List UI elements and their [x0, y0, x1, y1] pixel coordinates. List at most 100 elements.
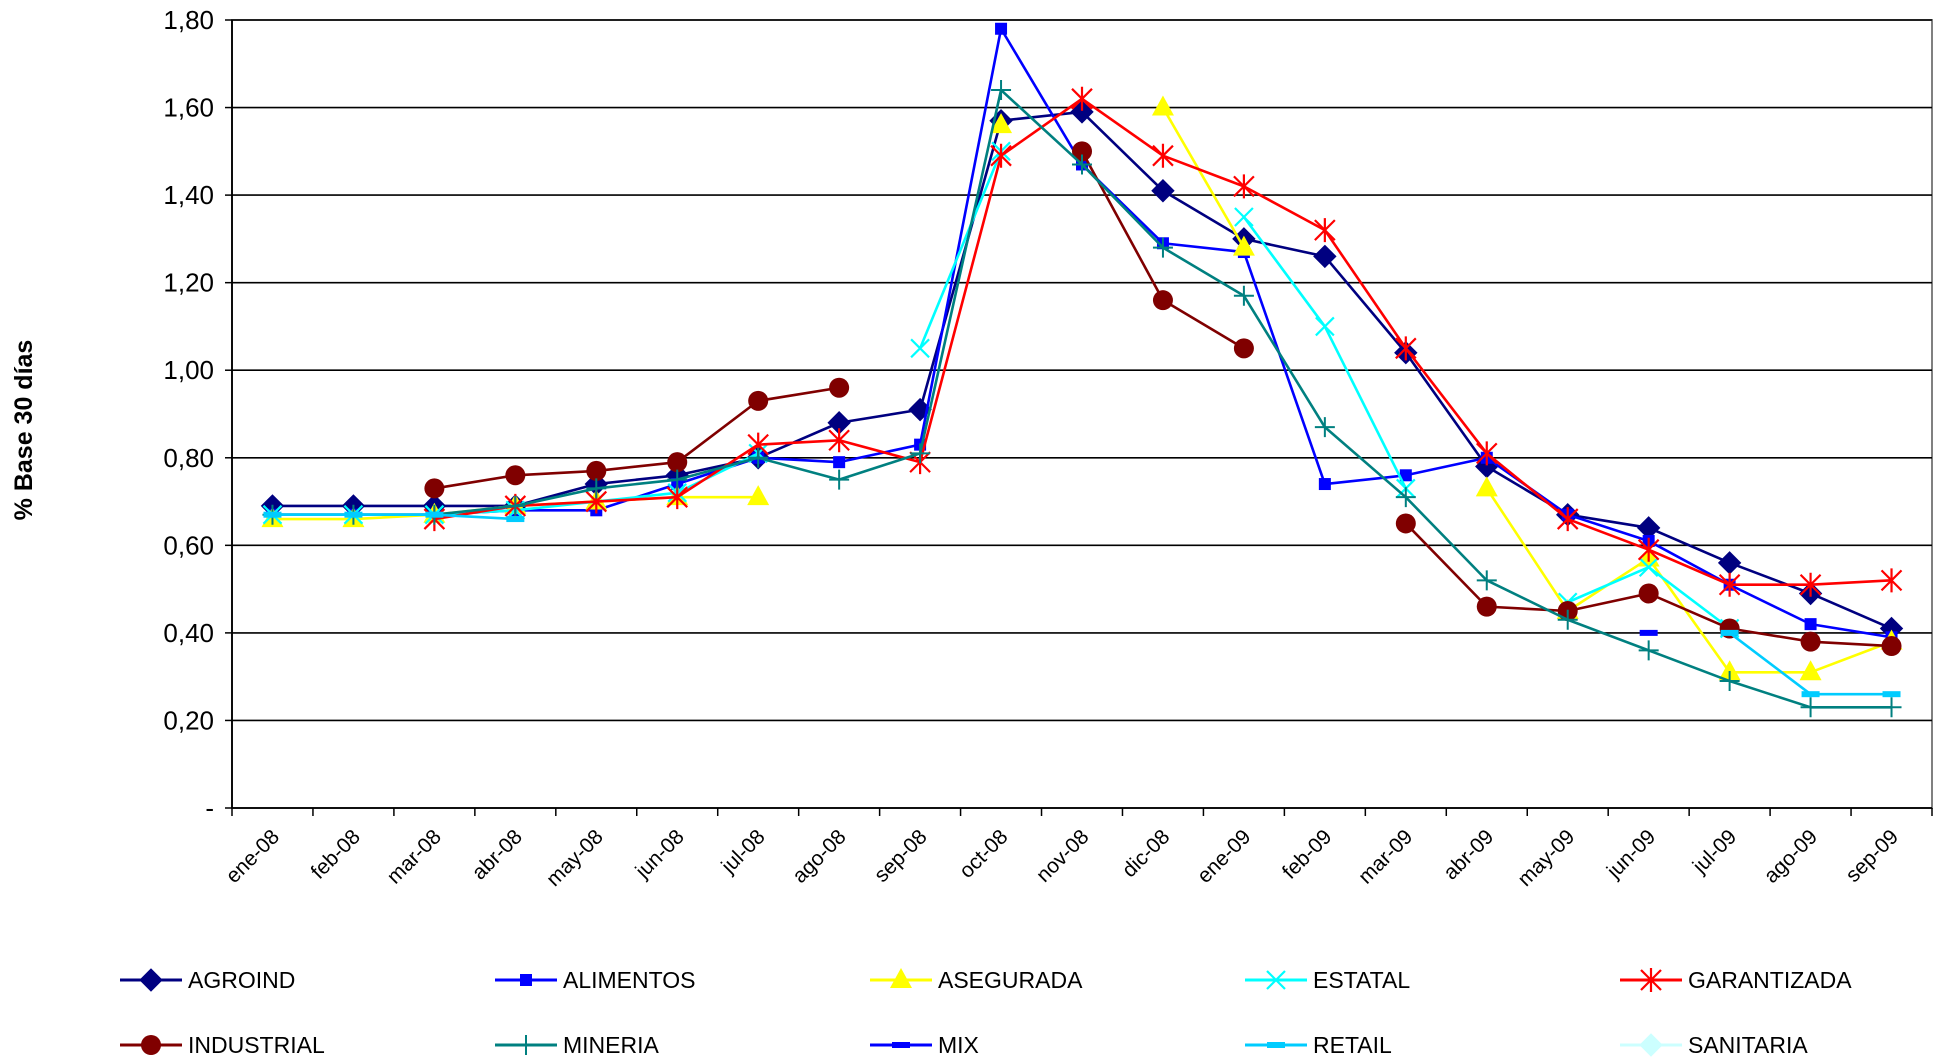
y-tick-label: 1,20 [163, 268, 214, 298]
series-garantizada [423, 86, 1903, 597]
data-point-asegurada [747, 485, 770, 506]
legend-label: ASEGURADA [938, 967, 1083, 993]
data-point-industrial [1152, 290, 1173, 311]
data-point-mineria [748, 447, 769, 468]
data-point-mineria [667, 469, 688, 490]
x-tick-label: may-09 [1513, 825, 1579, 891]
x-tick-label: jun-08 [631, 825, 689, 883]
series-line-garantizada [434, 97, 1892, 587]
data-point-agroind [1070, 100, 1094, 124]
legend-marker [890, 968, 912, 988]
legend-marker [520, 974, 532, 986]
data-point-mineria [1072, 154, 1092, 175]
data-point-garantizada [1556, 507, 1579, 532]
data-point-garantizada [1152, 143, 1174, 168]
data-point-garantizada [1475, 441, 1498, 466]
data-point-mineria [586, 478, 607, 499]
x-tick-label: may-08 [542, 825, 608, 891]
legend-label: RETAIL [1313, 1032, 1392, 1058]
data-point-estatal [910, 338, 930, 359]
legend-item-sanitaria: SANITARIA [1620, 1032, 1808, 1058]
x-tick-label: abr-08 [468, 825, 527, 884]
legend-marker [892, 1042, 910, 1048]
gridlines [231, 19, 1933, 809]
x-tick-label: feb-08 [307, 825, 365, 883]
data-point-mineria [1152, 237, 1173, 258]
legend-item-agroind: AGROIND [120, 967, 295, 993]
legend-item-mix: MIX [870, 1032, 979, 1058]
series-line-industrial [434, 386, 840, 490]
legend-label: MINERIA [563, 1032, 660, 1058]
data-point-alimentos [995, 22, 1008, 35]
y-tick-label: 0,20 [163, 705, 214, 735]
series-estatal [262, 141, 1740, 639]
data-point-industrial [505, 465, 526, 486]
series-industrial [424, 141, 1902, 657]
series-line-asegurada [1485, 487, 1892, 674]
data-point-industrial [1395, 513, 1416, 534]
x-tick-label: feb-09 [1278, 825, 1336, 883]
data-point-alimentos [1399, 469, 1412, 482]
y-tick-label: 1,00 [163, 355, 214, 385]
legend-marker [141, 1035, 161, 1055]
data-point-garantizada [1637, 537, 1660, 562]
x-tick-label: oct-08 [955, 825, 1013, 883]
x-tick-label: jul-08 [716, 825, 769, 878]
data-point-garantizada [828, 428, 850, 453]
x-tick-label: abr-09 [1439, 825, 1498, 884]
data-point-garantizada [1233, 174, 1255, 199]
data-point-alimentos [1318, 478, 1331, 491]
x-axis: ene-08 feb-08 mar-08 abr-08 may-08 jun-08 jul-… [222, 807, 1933, 891]
data-point-asegurada [1475, 476, 1498, 497]
series-mineria [262, 80, 1902, 718]
x-tick-label: mar-09 [1354, 825, 1417, 888]
series-group [260, 22, 1904, 718]
data-point-asegurada [990, 113, 1013, 134]
data-point-retail [1882, 691, 1901, 698]
x-tick-label: mar-08 [383, 825, 446, 888]
legend-label: SANITARIA [1688, 1032, 1808, 1058]
legend-marker [1267, 1042, 1285, 1048]
data-point-retail [425, 511, 444, 518]
data-point-mineria [991, 80, 1012, 101]
data-point-retail [344, 511, 363, 518]
x-tick-label: jun-09 [1602, 825, 1660, 883]
data-point-retail [506, 516, 525, 523]
data-point-agroind [1151, 179, 1175, 203]
y-axis: - 0,20 0,40 0,60 0,80 1,00 1,20 1,40 1,60 1,80 [163, 5, 233, 823]
x-tick-label: jul-09 [1688, 825, 1741, 878]
x-tick-label: dic-08 [1118, 825, 1175, 882]
y-tick-label: 0,60 [163, 530, 214, 560]
series-retail [263, 511, 1901, 698]
series-line-mineria [272, 88, 1892, 709]
data-point-alimentos [833, 456, 846, 469]
x-tick-label: ene-08 [222, 825, 285, 888]
data-point-mineria [829, 469, 850, 490]
y-tick-label: - [205, 793, 214, 823]
legend-marker [516, 1035, 536, 1055]
data-point-agroind [1717, 551, 1742, 575]
data-point-mineria [910, 443, 931, 464]
legend-marker [1266, 970, 1286, 990]
data-point-asegurada [1718, 660, 1741, 681]
data-point-retail [1720, 629, 1739, 636]
data-point-mineria [1719, 671, 1740, 692]
data-point-mineria [1881, 697, 1902, 718]
legend-item-estatal: ESTATAL [1245, 967, 1410, 993]
data-point-industrial [667, 452, 688, 473]
x-tick-label: sep-09 [1841, 825, 1903, 887]
data-point-mineria [1314, 417, 1335, 438]
series-line-retail [272, 513, 516, 521]
series-mix [1639, 629, 1658, 636]
data-point-estatal [1638, 557, 1659, 577]
data-point-garantizada [1314, 218, 1336, 243]
legend-item-asegurada: ASEGURADA [870, 967, 1083, 993]
data-point-garantizada [990, 143, 1012, 168]
data-point-industrial [586, 460, 607, 481]
plot-frame [231, 19, 1933, 809]
data-point-retail [263, 511, 282, 518]
legend-label: GARANTIZADA [1688, 967, 1852, 993]
x-tick-label: ene-09 [1193, 825, 1256, 888]
data-point-industrial [1638, 583, 1659, 604]
